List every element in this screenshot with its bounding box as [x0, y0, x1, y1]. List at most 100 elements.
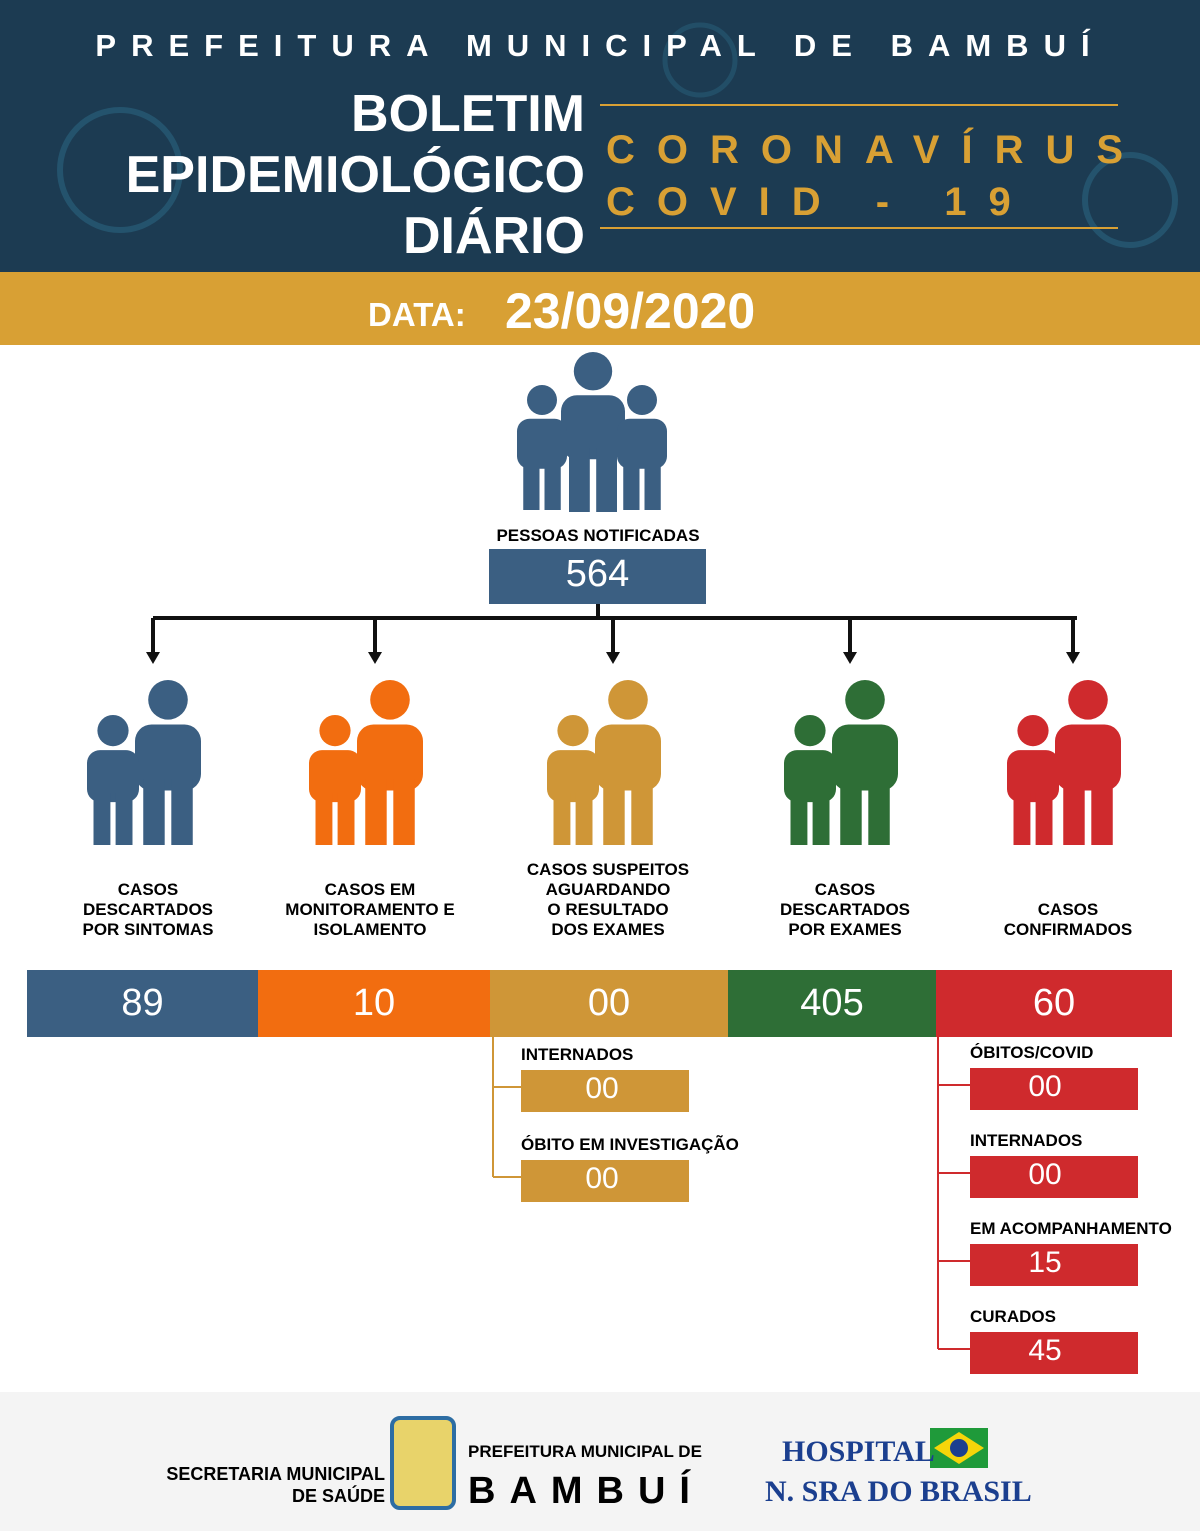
sub-box [970, 1156, 1138, 1198]
person-icon [547, 715, 599, 845]
person-icon [357, 680, 423, 845]
sub-box [521, 1160, 689, 1202]
icon-part [794, 715, 826, 747]
icon-part [523, 460, 540, 510]
title-line: EPIDEMIOLÓGICO [125, 146, 585, 204]
header-bg [0, 0, 1200, 272]
category-label: O RESULTADO [547, 900, 669, 919]
subtitle-line: CORONAVÍRUS [606, 128, 1146, 172]
category-label: AGUARDANDO [545, 880, 671, 899]
icon-part [544, 460, 561, 510]
icon-part [97, 715, 129, 747]
virus-deco [57, 107, 183, 233]
total-label: PESSOAS NOTIFICADAS [496, 526, 700, 545]
icon-part [135, 724, 201, 791]
sub-box [970, 1068, 1138, 1110]
icon-part [832, 724, 898, 791]
date-label: DATA: [368, 296, 466, 333]
icon-part [569, 448, 590, 512]
category-label: CASOS [1037, 900, 1099, 919]
icon-part [595, 724, 661, 791]
icon-part [553, 793, 571, 845]
footer-bg [0, 1392, 1200, 1531]
category-label: CONFIRMADOS [1003, 920, 1133, 939]
icon-part [623, 460, 640, 510]
sub-label: INTERNADOS [970, 1131, 1083, 1150]
category-label: CASOS SUSPEITOS [526, 860, 690, 879]
category-label: CASOS [117, 880, 179, 899]
icon-part [171, 779, 193, 845]
icon-part [1007, 750, 1059, 803]
icon-part [337, 793, 355, 845]
icon-part [93, 793, 111, 845]
category-label: CASOS [814, 880, 876, 899]
virus-deco [662, 22, 738, 98]
title-line: DIÁRIO [403, 207, 585, 265]
category-label: DOS EXAMES [551, 920, 665, 939]
icon-part [644, 460, 661, 510]
category-label: CASOS EM [324, 880, 416, 899]
sub-label: INTERNADOS [521, 1045, 634, 1064]
category-bar [27, 970, 258, 1037]
icon-part [365, 779, 387, 845]
icon-part [596, 448, 617, 512]
category-label: DESCARTADOS [779, 900, 911, 919]
icon-part [575, 793, 593, 845]
hospital-text: N. SRA DO BRASIL [765, 1475, 1032, 1508]
date-band [0, 272, 1200, 345]
icon-part [517, 418, 567, 469]
icon-part [812, 793, 830, 845]
subtitle-line: COVID - 19 [606, 180, 1033, 224]
icon-part [527, 385, 557, 415]
icon-part [87, 750, 139, 803]
sub-value: 00 [1028, 1070, 1062, 1103]
icon-part [784, 750, 836, 803]
person-icon [309, 715, 361, 845]
person-icon [517, 385, 567, 510]
flag-globe [950, 1439, 968, 1457]
icon-part [1063, 779, 1085, 845]
hospital-text: HOSPITAL [782, 1435, 935, 1468]
sub-box [970, 1244, 1138, 1286]
category-label: MONITORAMENTO E [285, 900, 455, 919]
sub-box [970, 1332, 1138, 1374]
person-icon [1007, 715, 1059, 845]
sub-value: 00 [585, 1162, 619, 1195]
city-crest [390, 1416, 456, 1510]
icon-part [315, 793, 333, 845]
category-bar [936, 970, 1172, 1037]
secretaria-text: DE SAÚDE [291, 1486, 385, 1506]
category-value: 10 [352, 982, 396, 1024]
person-icon [832, 680, 898, 845]
category-bar [258, 970, 490, 1037]
sub-value: 45 [1028, 1334, 1062, 1367]
category-value: 60 [1032, 982, 1076, 1024]
arrow-head [843, 652, 857, 664]
virus-deco [1082, 152, 1178, 248]
icon-part [1013, 793, 1031, 845]
sub-value: 00 [1028, 1158, 1062, 1191]
total-value: 564 [565, 553, 630, 595]
person-icon [1055, 680, 1121, 845]
sub-value: 00 [585, 1072, 619, 1105]
icon-part [1017, 715, 1049, 747]
total-box [489, 549, 706, 604]
category-bar [728, 970, 936, 1037]
arrow-head [606, 652, 620, 664]
icon-part [319, 715, 351, 747]
sub-value: 15 [1028, 1246, 1062, 1279]
icon-part [1091, 779, 1113, 845]
person-icon [595, 680, 661, 845]
icon-part [561, 395, 625, 460]
category-value: 89 [121, 982, 164, 1024]
person-icon [135, 680, 201, 845]
tree-connector [153, 604, 1077, 620]
icon-part [357, 724, 423, 791]
arrow-head [146, 652, 160, 664]
category-label: ISOLAMENTO [313, 920, 427, 939]
icon-part [627, 385, 657, 415]
sub-label: ÓBITO EM INVESTIGAÇÃO [521, 1135, 739, 1154]
icon-part [557, 715, 589, 747]
icon-part [393, 779, 415, 845]
